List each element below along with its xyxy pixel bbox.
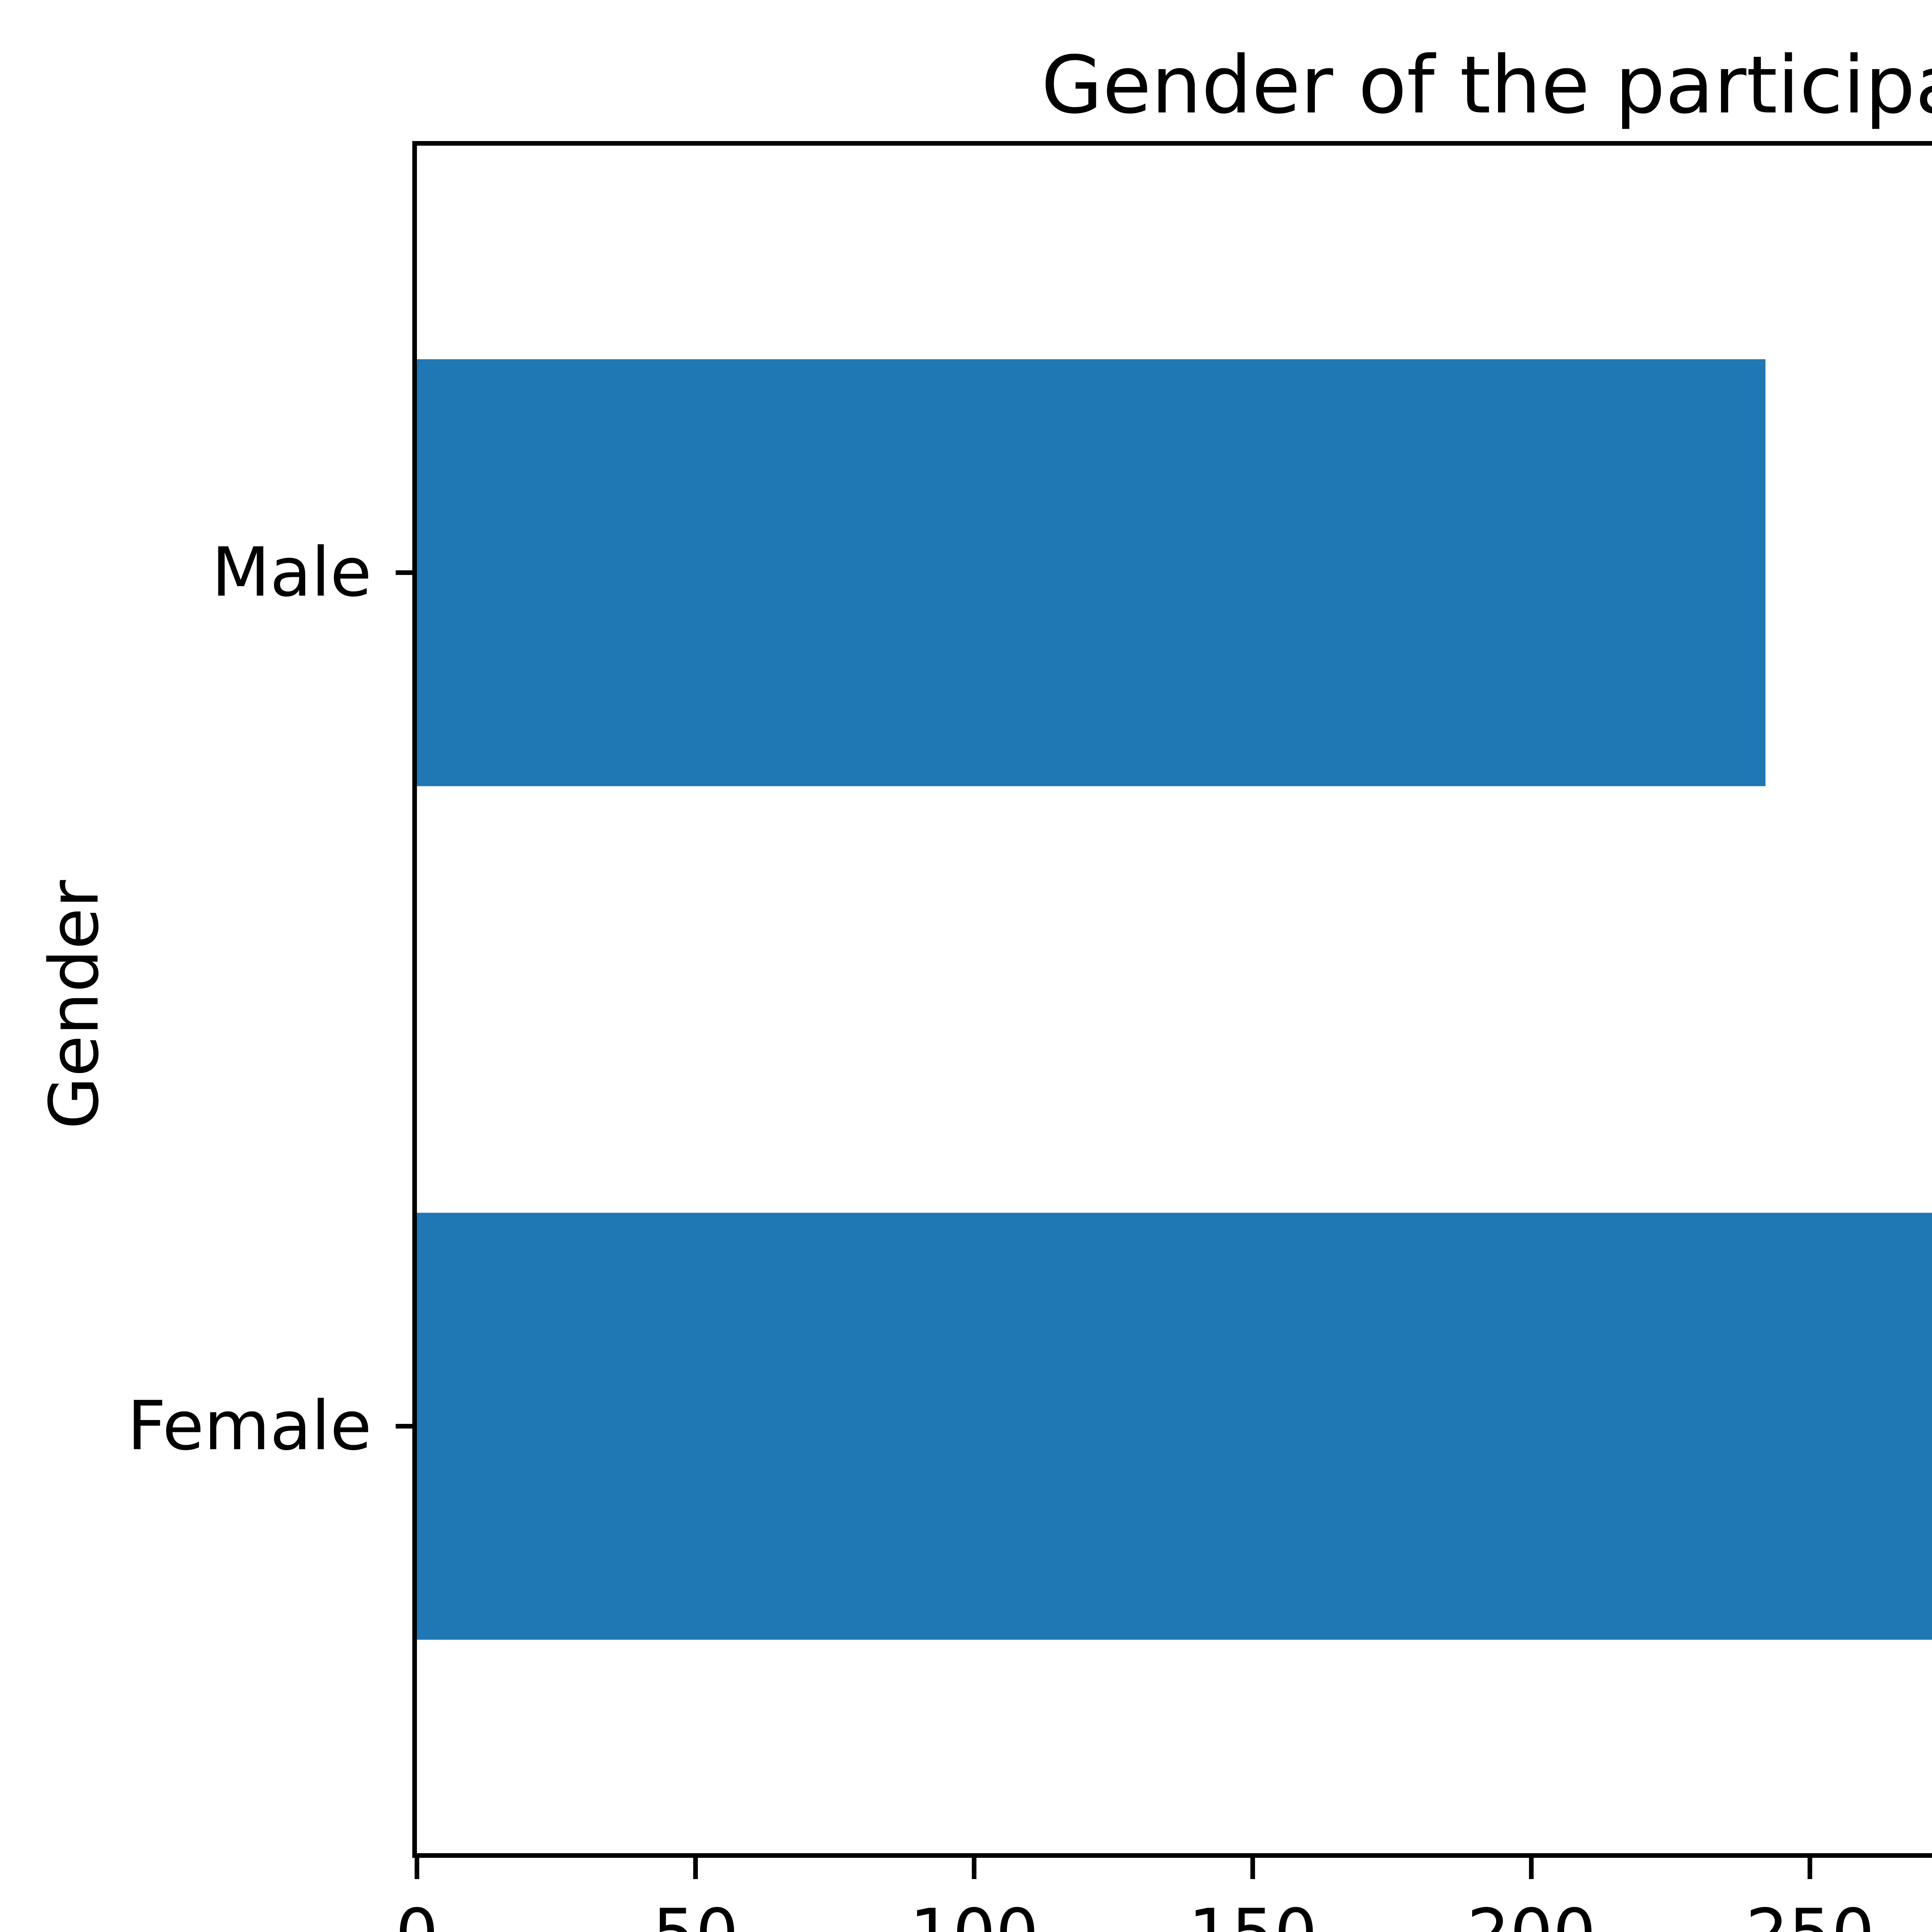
x-tick bbox=[693, 1858, 698, 1879]
x-tick bbox=[972, 1858, 977, 1879]
y-axis-label: Gender bbox=[35, 880, 114, 1129]
x-tick bbox=[1529, 1858, 1534, 1879]
chart-title: Gender of the participants bbox=[1041, 39, 1932, 131]
x-tick-label: 200 bbox=[1467, 1900, 1596, 1932]
y-tick-label: Male bbox=[211, 533, 372, 612]
y-tick-label: Female bbox=[127, 1387, 372, 1466]
x-tick bbox=[1808, 1858, 1813, 1879]
y-tick bbox=[396, 570, 417, 575]
x-tick-label: 150 bbox=[1188, 1900, 1317, 1932]
bar-male bbox=[417, 359, 1766, 786]
x-tick-label: 0 bbox=[395, 1900, 438, 1932]
x-tick-label: 250 bbox=[1745, 1900, 1874, 1932]
x-tick bbox=[415, 1858, 419, 1879]
x-tick-label: 50 bbox=[653, 1900, 739, 1932]
bar-female bbox=[417, 1213, 1932, 1640]
y-tick bbox=[396, 1424, 417, 1429]
plot-area: MaleFemale050100150200250300350400 bbox=[127, 141, 1932, 1932]
x-tick-label: 100 bbox=[910, 1900, 1039, 1932]
x-tick bbox=[1250, 1858, 1255, 1879]
